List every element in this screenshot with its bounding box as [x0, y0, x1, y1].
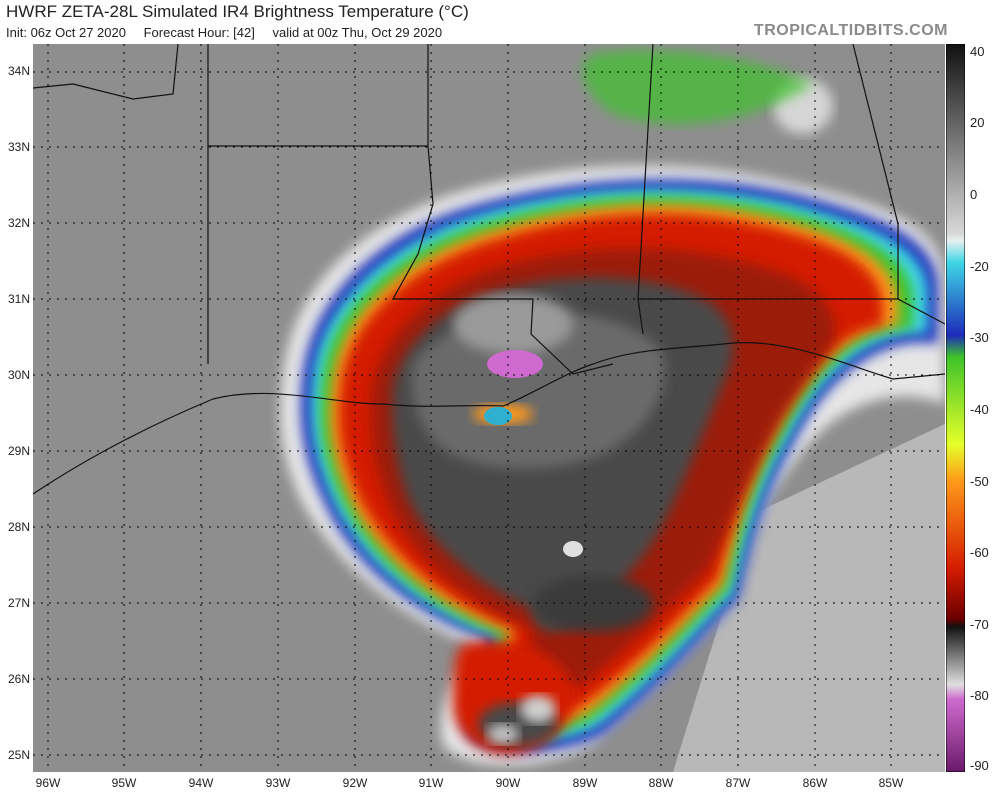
- colorbar-label: -40: [970, 402, 989, 417]
- init-time: Init: 06z Oct 27 2020: [6, 25, 126, 40]
- colorbar-label: -90: [970, 758, 989, 773]
- lat-label: 26N: [7, 672, 30, 686]
- lon-label: 92W: [342, 776, 368, 790]
- colorbar-label: 0: [970, 187, 978, 202]
- graticule: [33, 44, 945, 772]
- lon-label: 94W: [188, 776, 214, 790]
- colorbar-label: -50: [970, 474, 989, 489]
- coldest-tops: [487, 350, 543, 378]
- lat-label: 34N: [7, 64, 30, 78]
- lon-label: 91W: [418, 776, 444, 790]
- lat-label: 30N: [7, 368, 30, 382]
- colorbar-label: -20: [970, 259, 989, 274]
- brand-label: TROPICALTIDBITS.COM: [753, 22, 948, 39]
- lon-label: 96W: [35, 776, 61, 790]
- lon-label: 93W: [265, 776, 291, 790]
- subtitle: Init: 06z Oct 27 2020 Forecast Hour: [42…: [6, 25, 456, 40]
- forecast-hour: Forecast Hour: [42]: [143, 25, 255, 40]
- colorbar-label: -80: [970, 688, 989, 703]
- satellite-map: [33, 44, 945, 772]
- brightness-field: [33, 44, 945, 772]
- lat-label: 27N: [7, 596, 30, 610]
- lon-label: 95W: [111, 776, 137, 790]
- political-borders: [33, 44, 945, 495]
- lat-label: 31N: [7, 292, 30, 306]
- colorbar-label: -70: [970, 617, 989, 632]
- lat-label: 29N: [7, 444, 30, 458]
- lat-label: 28N: [7, 520, 30, 534]
- map-title: HWRF ZETA-28L Simulated IR4 Brightness T…: [6, 2, 469, 21]
- lon-label: 88W: [648, 776, 674, 790]
- lon-label: 89W: [572, 776, 598, 790]
- valid-time: valid at 00z Thu, Oct 29 2020: [272, 25, 443, 40]
- colorbar-label: 40: [970, 44, 985, 59]
- colorbar-label: -60: [970, 545, 989, 560]
- colorbar-gradient: [945, 43, 966, 773]
- lon-label: 87W: [725, 776, 751, 790]
- lat-label: 32N: [7, 216, 30, 230]
- colorbar: [945, 43, 966, 773]
- lon-label: 86W: [802, 776, 828, 790]
- colorbar-label: 20: [970, 115, 985, 130]
- lat-label: 33N: [7, 140, 30, 154]
- lon-label: 85W: [878, 776, 904, 790]
- lon-label: 90W: [495, 776, 521, 790]
- colorbar-label: -30: [970, 330, 989, 345]
- lat-label: 25N: [7, 748, 30, 762]
